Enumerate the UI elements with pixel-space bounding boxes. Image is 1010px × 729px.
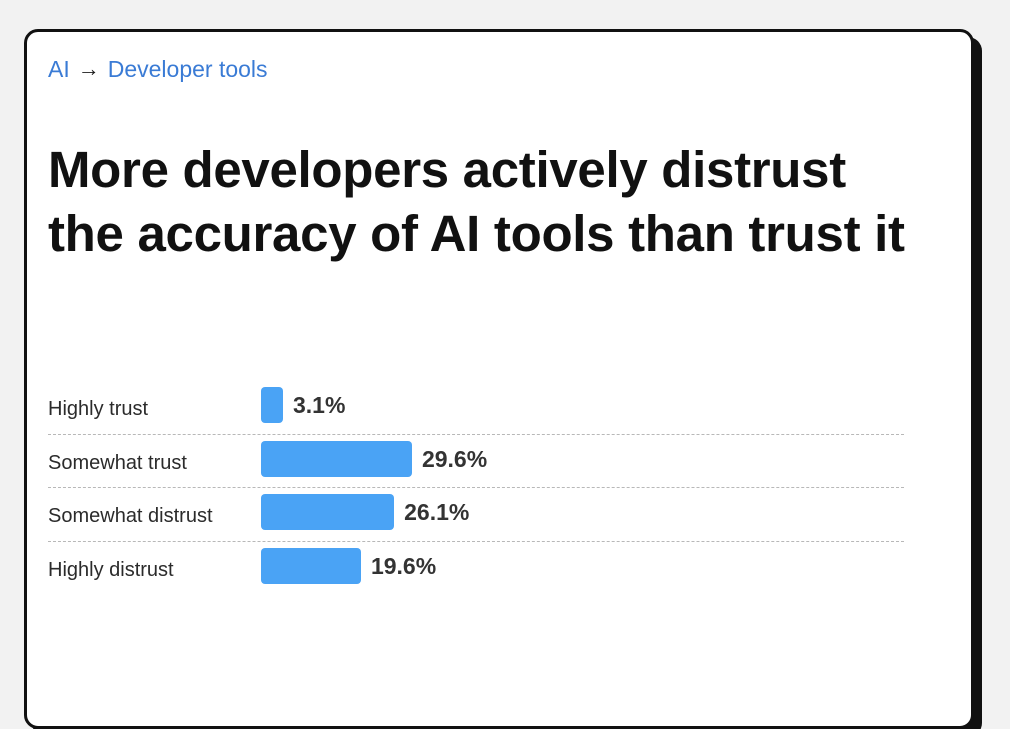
category-label: Somewhat distrust bbox=[48, 505, 213, 527]
bar-row: Highly trust 3.1% bbox=[48, 381, 904, 435]
breadcrumb: AI → Developer tools bbox=[48, 55, 268, 83]
category-label: Highly trust bbox=[48, 398, 149, 420]
chart-card bbox=[24, 29, 974, 729]
breadcrumb-link-developer-tools[interactable]: Developer tools bbox=[107, 56, 268, 82]
breadcrumb-link-ai[interactable]: AI bbox=[48, 56, 70, 82]
category-label: Highly distrust bbox=[48, 558, 174, 581]
bar-row: Highly distrust 19.6% bbox=[48, 542, 904, 596]
bar-row: Somewhat distrust 26.1% bbox=[48, 488, 904, 542]
value-label: 29.6% bbox=[421, 445, 488, 472]
value-label: 19.6% bbox=[370, 552, 437, 579]
arrow-right-icon: → bbox=[77, 56, 100, 81]
value-label: 26.1% bbox=[404, 499, 470, 525]
category-label: Somewhat trust bbox=[48, 451, 187, 474]
bar bbox=[261, 440, 412, 477]
value-label: 3.1% bbox=[293, 392, 346, 418]
bar bbox=[261, 547, 361, 584]
chart-title: More developers actively distrust the ac… bbox=[48, 141, 905, 262]
bar bbox=[261, 494, 395, 530]
bar-row: Somewhat trust 29.6% bbox=[48, 435, 904, 488]
bar-chart: Highly trust 3.1% Somewhat trust 29.6% Somew… bbox=[48, 381, 904, 595]
bar bbox=[261, 387, 283, 423]
